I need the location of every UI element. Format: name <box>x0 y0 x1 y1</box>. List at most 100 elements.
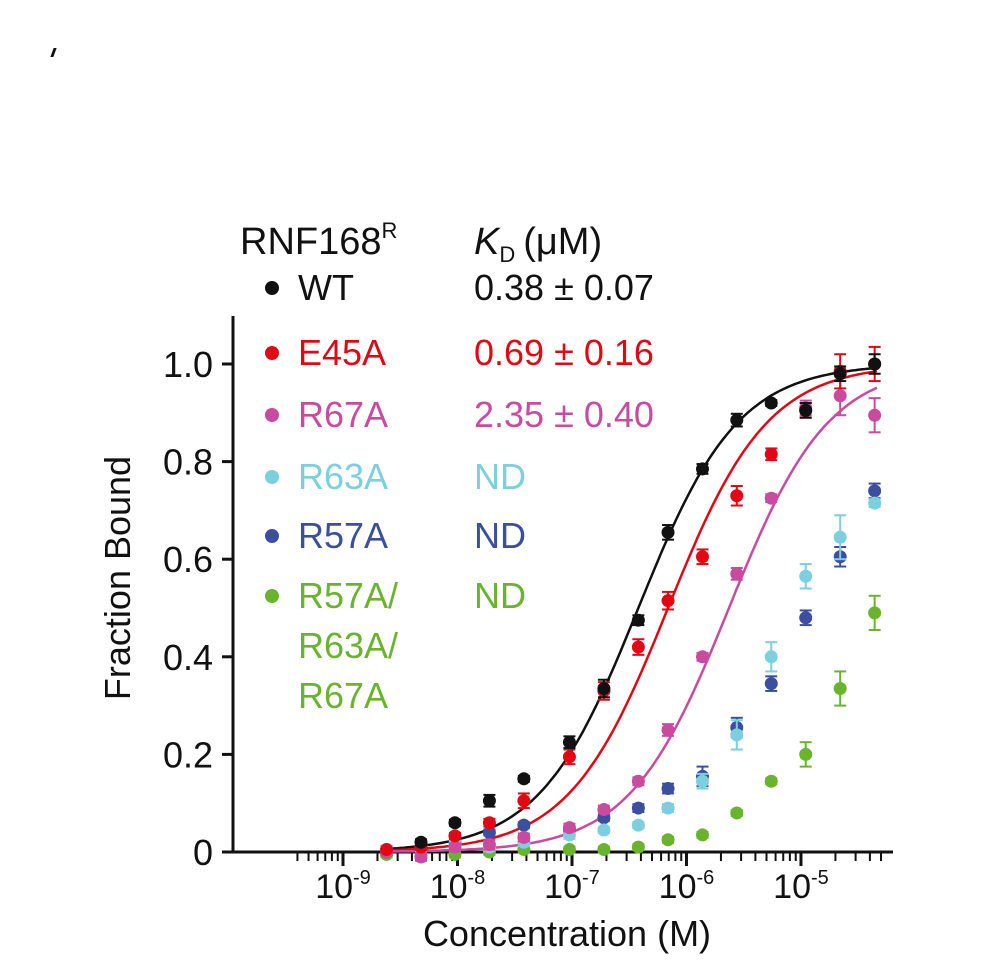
point-r63a <box>597 823 611 837</box>
point-wt <box>833 365 847 383</box>
legend-marker-r63a <box>265 470 279 484</box>
data-point <box>799 611 813 625</box>
legend-kd-wt: 0.38 ± 0.07 <box>474 267 654 308</box>
point-r63a <box>764 641 778 673</box>
data-point <box>597 803 611 817</box>
legend-header-subscript: D <box>499 242 515 267</box>
point-r57a <box>517 818 531 832</box>
point-e45a <box>380 843 394 857</box>
data-point <box>661 723 675 737</box>
data-point <box>764 491 778 505</box>
point-wt <box>631 613 645 627</box>
data-point <box>562 735 576 749</box>
y-tick-label: 0.4 <box>163 637 213 678</box>
point-triple <box>695 828 709 842</box>
point-wt <box>517 772 531 786</box>
data-point <box>730 806 744 820</box>
point-e45a <box>661 590 675 611</box>
data-point <box>833 389 847 403</box>
y-tick-label: 1.0 <box>163 344 213 385</box>
point-r63a <box>868 496 882 510</box>
data-point <box>414 850 428 864</box>
data-point <box>448 840 462 854</box>
data-point <box>517 772 531 786</box>
data-point <box>661 525 675 539</box>
y-tick-label: 0.2 <box>163 734 213 775</box>
point-r67a <box>695 650 709 664</box>
legend-kd-r57a: ND <box>474 515 526 556</box>
point-r57a <box>631 801 645 815</box>
legend-label-triple: R63A/ <box>298 625 398 666</box>
fit-curve-r67a <box>382 386 878 853</box>
data-point <box>597 823 611 837</box>
point-wt <box>868 353 882 375</box>
legend-kd-r67a: 2.35 ± 0.40 <box>474 394 654 435</box>
data-point <box>730 489 744 503</box>
legend-header-kd: KD (μM) <box>474 221 602 267</box>
x-tick-label: 10-9 <box>315 867 371 906</box>
data-point <box>833 367 847 381</box>
point-triple <box>661 833 675 847</box>
point-r57a <box>764 675 778 692</box>
point-e45a <box>562 748 576 766</box>
point-triple <box>764 774 778 788</box>
y-tick-label: 0 <box>193 832 213 873</box>
data-point <box>448 816 462 830</box>
legend-marker-r67a <box>265 408 279 422</box>
data-point <box>799 747 813 761</box>
data-point <box>631 801 645 815</box>
point-r67a <box>597 803 611 817</box>
legend-header-protein: RNF168R <box>240 218 397 263</box>
data-point <box>661 594 675 608</box>
point-r63a <box>833 514 847 561</box>
data-point <box>562 750 576 764</box>
point-wt <box>562 735 576 750</box>
point-e45a <box>764 447 778 462</box>
data-points <box>380 345 882 864</box>
point-r67a <box>661 723 675 737</box>
point-r67a <box>730 566 744 581</box>
point-triple <box>799 741 813 768</box>
y-axis-label: Fraction Bound <box>97 456 138 700</box>
point-r57a <box>482 825 496 839</box>
point-r57a <box>661 782 675 796</box>
point-e45a <box>631 638 645 656</box>
legend-label-e45a: E45A <box>298 332 386 373</box>
legend-kd-e45a: 0.69 ± 0.16 <box>474 332 654 373</box>
point-triple <box>833 670 847 707</box>
legend-marker-e45a <box>265 346 279 360</box>
point-r57a <box>868 482 882 500</box>
x-tick-label: 10-7 <box>544 867 600 906</box>
point-r63a <box>695 772 709 790</box>
point-r67a <box>448 840 462 854</box>
data-point <box>868 357 882 371</box>
data-point <box>597 682 611 696</box>
point-r63a <box>730 719 744 751</box>
data-point <box>764 774 778 788</box>
data-point <box>868 484 882 498</box>
legend-kd-r63a: ND <box>474 456 526 497</box>
point-wt <box>448 816 462 830</box>
point-r67a <box>517 830 531 844</box>
data-point <box>517 794 531 808</box>
point-r63a <box>631 818 645 832</box>
data-point <box>562 843 576 857</box>
data-point <box>764 650 778 664</box>
x-ticks: 10-9 10-8 10-7 10-6 10-5 <box>296 852 882 906</box>
legend-marker-wt <box>265 281 279 295</box>
legend-label-triple: R57A/ <box>298 575 398 616</box>
legend-marker-triple <box>265 589 279 603</box>
data-point <box>661 833 675 847</box>
point-e45a <box>695 548 709 566</box>
x-axis-label: Concentration (M) <box>423 913 711 954</box>
data-point <box>631 640 645 654</box>
point-r67a <box>631 774 645 788</box>
point-r57a <box>799 609 813 627</box>
data-point <box>868 408 882 422</box>
data-point <box>868 496 882 510</box>
data-point <box>448 829 462 843</box>
data-point <box>695 650 709 664</box>
data-point <box>562 821 576 835</box>
data-point <box>482 794 496 808</box>
point-e45a <box>482 816 496 830</box>
